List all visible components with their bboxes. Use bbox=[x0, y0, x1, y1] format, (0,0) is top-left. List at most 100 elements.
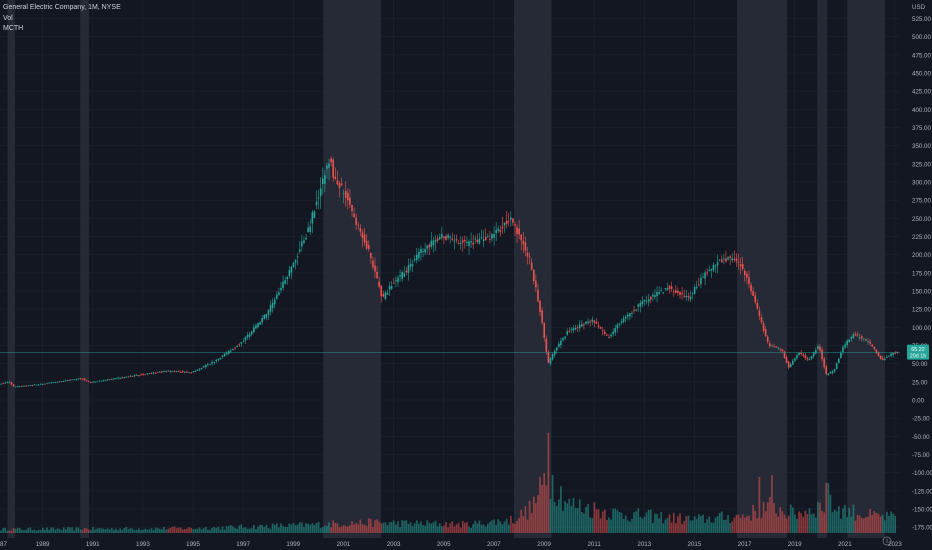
volume-bar bbox=[202, 528, 205, 533]
volume-bar bbox=[64, 529, 67, 533]
volume-bar bbox=[133, 530, 136, 533]
candle-body bbox=[390, 286, 393, 289]
volume-bar bbox=[844, 505, 846, 533]
candle-body bbox=[324, 175, 326, 184]
candle-body bbox=[583, 324, 585, 326]
y-tick-label: 25.00 bbox=[912, 379, 928, 386]
candle-body bbox=[491, 233, 493, 239]
candle-body bbox=[334, 176, 337, 179]
volume-bar bbox=[704, 522, 706, 533]
volume-bar bbox=[150, 528, 153, 533]
volume-bar bbox=[509, 515, 512, 533]
volume-bar bbox=[41, 527, 44, 533]
y-tick-label: 425.00 bbox=[912, 89, 931, 96]
volume-bar bbox=[833, 509, 836, 533]
volume-bar bbox=[660, 511, 663, 533]
candle-body bbox=[683, 295, 685, 297]
volume-bar bbox=[894, 515, 897, 533]
candle-body bbox=[631, 312, 633, 314]
candle-body bbox=[599, 327, 602, 329]
volume-bar bbox=[83, 528, 86, 533]
candle-body bbox=[449, 236, 452, 238]
x-tick-label: 2005 bbox=[437, 541, 451, 548]
volume-bar bbox=[388, 522, 391, 533]
candle-body bbox=[146, 373, 149, 375]
volume-bar bbox=[754, 510, 757, 533]
volume-bar bbox=[791, 507, 794, 533]
volume-bar bbox=[675, 523, 677, 533]
candle-body bbox=[769, 343, 771, 347]
volume-bar bbox=[524, 506, 527, 533]
candle-body bbox=[169, 370, 172, 372]
volume-bar bbox=[158, 528, 161, 533]
volume-bar bbox=[418, 523, 420, 533]
x-tick-label: 2011 bbox=[587, 541, 601, 548]
candle-body bbox=[234, 347, 236, 349]
candle-body bbox=[175, 371, 178, 372]
candle-body bbox=[647, 299, 650, 302]
candle-body bbox=[831, 371, 834, 374]
volume-bar bbox=[526, 519, 529, 533]
volume-bar bbox=[252, 524, 255, 533]
volume-indicator-label[interactable]: Vol bbox=[3, 15, 13, 22]
shaded-periods bbox=[7, 0, 885, 538]
volume-bar bbox=[424, 525, 426, 533]
candle-body bbox=[426, 245, 429, 249]
candle-body bbox=[576, 327, 579, 329]
volume-bar bbox=[288, 523, 291, 533]
candle-body bbox=[87, 381, 90, 383]
volume-bar bbox=[321, 526, 324, 533]
volume-bar bbox=[227, 526, 230, 533]
volume-bar bbox=[574, 507, 577, 533]
volume-bar bbox=[184, 529, 186, 533]
volume-bar bbox=[537, 495, 539, 533]
volume-bar bbox=[271, 523, 274, 533]
candle-body bbox=[760, 317, 763, 323]
candle-body bbox=[815, 350, 817, 354]
volume-bar bbox=[296, 524, 299, 533]
volume-bar bbox=[633, 512, 635, 533]
candle-body bbox=[756, 302, 759, 309]
x-tick-label: 1991 bbox=[86, 541, 100, 548]
candle-body bbox=[321, 178, 324, 185]
volume-bar bbox=[683, 520, 686, 533]
volume-bar bbox=[846, 516, 848, 533]
volume-bar bbox=[762, 501, 765, 533]
volume-bar bbox=[14, 528, 17, 533]
candle-body bbox=[610, 334, 612, 337]
candle-body bbox=[823, 358, 825, 368]
volume-bar bbox=[436, 526, 439, 533]
volume-bar bbox=[881, 514, 884, 533]
volume-bar bbox=[217, 526, 220, 533]
candle-body bbox=[819, 346, 821, 351]
candle-body bbox=[863, 338, 865, 340]
volume-bar bbox=[476, 523, 479, 533]
volume-bar bbox=[250, 527, 253, 533]
candle-body bbox=[357, 224, 360, 226]
candle-body bbox=[215, 359, 218, 362]
candle-body bbox=[620, 321, 623, 323]
volume-bar bbox=[877, 513, 880, 533]
y-tick-label: 125.00 bbox=[912, 307, 931, 314]
candle-body bbox=[73, 379, 75, 381]
time-zone-icon[interactable] bbox=[882, 536, 892, 546]
volume-bar bbox=[338, 526, 341, 533]
volume-bar bbox=[62, 527, 65, 533]
volume-bar bbox=[225, 525, 228, 533]
candle-body bbox=[493, 233, 495, 238]
volume-bar bbox=[309, 524, 312, 533]
volume-bar bbox=[92, 526, 94, 533]
candle-body bbox=[725, 258, 727, 262]
candle-body bbox=[265, 314, 268, 318]
volume-bar bbox=[622, 518, 625, 533]
candle-body bbox=[230, 350, 232, 352]
candle-body bbox=[545, 338, 548, 352]
volume-bar bbox=[564, 501, 566, 533]
candle-body bbox=[244, 337, 247, 341]
mcth-indicator-label[interactable]: MCTH bbox=[3, 25, 24, 32]
volume-bar bbox=[593, 502, 596, 533]
volume-bar bbox=[599, 518, 602, 533]
volume-bar bbox=[727, 515, 729, 533]
